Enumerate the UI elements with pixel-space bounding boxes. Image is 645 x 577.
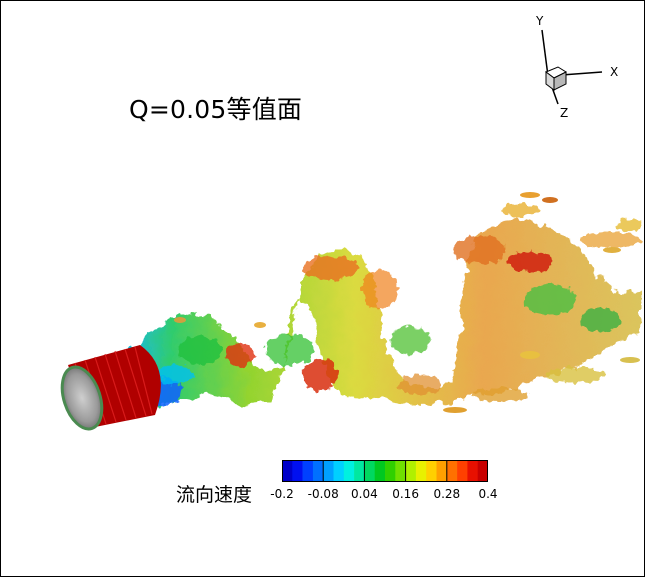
colorbar-segment bbox=[446, 460, 458, 482]
colorbar-segment bbox=[415, 460, 427, 482]
colorbar-segment bbox=[312, 460, 324, 482]
colorbar-tick-label: 0.16 bbox=[392, 487, 419, 501]
colorbar-segment bbox=[333, 460, 345, 482]
colorbar-segment bbox=[343, 460, 355, 482]
colorbar-border bbox=[282, 460, 488, 482]
colorbar-segment bbox=[364, 460, 375, 482]
axis-triad: Y X Z bbox=[520, 12, 630, 122]
colorbar-tick-label: -0.08 bbox=[307, 487, 339, 501]
colorbar-segment bbox=[426, 460, 437, 482]
colorbar-tick-label: 0.04 bbox=[351, 487, 378, 501]
colorbar-segment bbox=[374, 460, 386, 482]
axis-label-y: Y bbox=[536, 14, 544, 28]
colorbar-tick-label: -0.2 bbox=[270, 487, 294, 501]
cylinder-body bbox=[60, 345, 161, 431]
colorbar-segment bbox=[385, 460, 396, 482]
colorbar bbox=[282, 460, 488, 482]
colorbar-segment bbox=[405, 460, 417, 482]
axis-label-z: Z bbox=[560, 106, 569, 120]
colorbar-segment bbox=[457, 460, 468, 482]
colorbar-segment bbox=[467, 460, 478, 482]
colorbar-label: 流向速度 bbox=[176, 484, 253, 506]
colorbar-tick-label: 0.4 bbox=[478, 487, 498, 501]
colorbar-tick-label: 0.28 bbox=[433, 487, 461, 501]
axis-triad-icon bbox=[541, 29, 603, 105]
colorbar-segment bbox=[436, 460, 448, 482]
axis-label-x: X bbox=[610, 65, 619, 79]
wake-color-patches bbox=[138, 204, 644, 406]
colorbar-segment bbox=[354, 460, 365, 482]
colorbar-segment bbox=[282, 460, 293, 482]
colorbar-segment bbox=[477, 460, 488, 482]
colorbar-segment bbox=[395, 460, 406, 482]
colorbar-segment bbox=[302, 460, 314, 482]
plot-title: Q=0.05等值面 bbox=[129, 95, 303, 124]
colorbar-segment bbox=[292, 460, 303, 482]
vortex-fragments bbox=[174, 192, 640, 413]
colorbar-segment bbox=[323, 460, 334, 482]
